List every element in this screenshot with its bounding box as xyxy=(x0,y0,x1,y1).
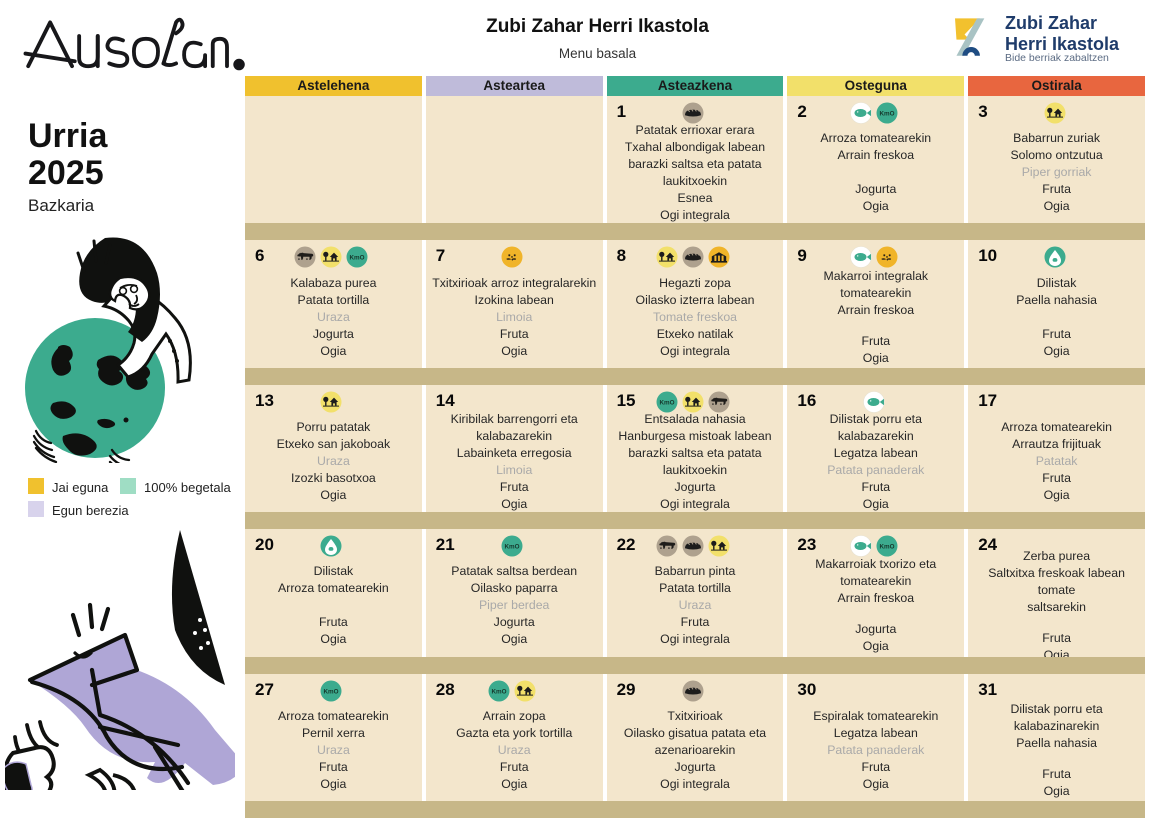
svg-text:KmO: KmO xyxy=(350,255,365,262)
svg-text:KmO: KmO xyxy=(879,544,894,551)
svg-text:KmO: KmO xyxy=(492,688,507,695)
svg-text:KmO: KmO xyxy=(324,688,339,695)
svg-text:KmO: KmO xyxy=(505,544,520,551)
svg-text:KmO: KmO xyxy=(879,111,894,118)
svg-text:KmO: KmO xyxy=(659,399,674,406)
